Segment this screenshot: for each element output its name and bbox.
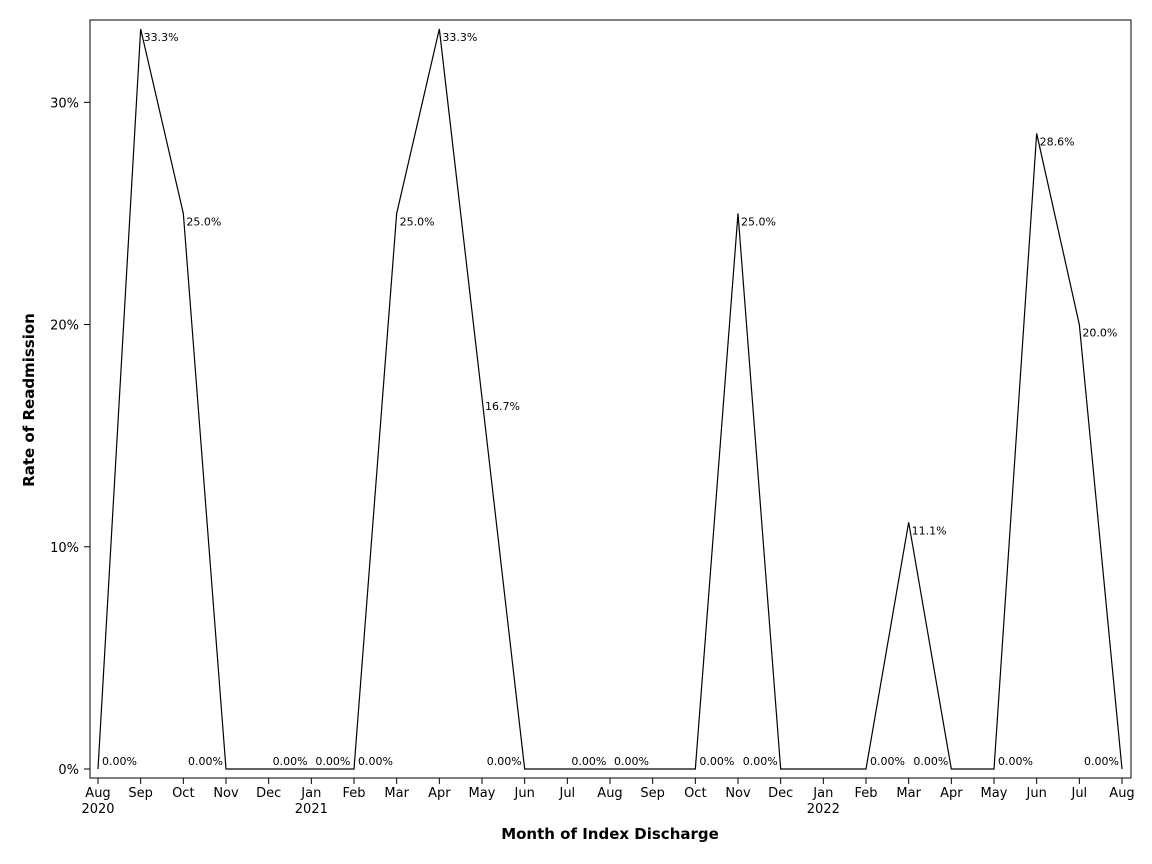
x-tick-label-23: Jul xyxy=(1070,786,1087,801)
data-label-20: 0.00% xyxy=(913,755,948,768)
data-label-16: 0.00% xyxy=(743,755,778,768)
x-axis-title: Month of Index Discharge xyxy=(501,825,719,843)
data-label-9: 16.7% xyxy=(485,400,520,413)
data-label-8: 33.3% xyxy=(442,31,477,44)
x-tick-label-2: Oct xyxy=(172,786,194,801)
data-label-14: 0.00% xyxy=(699,755,734,768)
data-label-12: 0.00% xyxy=(614,755,649,768)
x-tick-year-0: 2020 xyxy=(81,802,114,817)
x-tick-label-10: Jun xyxy=(514,786,535,801)
data-label-18: 0.00% xyxy=(870,755,905,768)
data-label-10: 0.00% xyxy=(487,755,522,768)
data-label-19: 11.1% xyxy=(912,524,947,537)
x-tick-label-14: Oct xyxy=(684,786,706,801)
data-label-22: 28.6% xyxy=(1040,135,1075,148)
data-label-11: 0.00% xyxy=(571,755,606,768)
x-tick-label-18: Feb xyxy=(854,786,877,801)
x-tick-label-9: May xyxy=(469,786,496,801)
y-tick-label-2: 20% xyxy=(50,319,79,334)
data-label-0: 0.00% xyxy=(102,755,137,768)
data-label-23: 20.0% xyxy=(1082,327,1117,340)
x-tick-label-13: Sep xyxy=(640,786,665,801)
y-axis: 0% 10% 20% 30% xyxy=(50,96,90,778)
data-label-15: 25.0% xyxy=(741,215,776,228)
data-label-2: 25.0% xyxy=(186,215,221,228)
x-tick-year-17: 2022 xyxy=(807,802,840,817)
x-tick-label-6: Feb xyxy=(342,786,365,801)
x-tick-label-5: Jan xyxy=(300,786,321,801)
y-tick-label-1: 10% xyxy=(50,541,79,556)
y-axis-title: Rate of Readmission xyxy=(20,313,38,487)
data-label-1: 33.3% xyxy=(144,31,179,44)
x-tick-label-8: Apr xyxy=(428,786,451,801)
x-tick-label-3: Nov xyxy=(213,786,239,801)
plot-frame xyxy=(89,19,1132,779)
data-label-4: 0.00% xyxy=(273,755,308,768)
x-tick-label-4: Dec xyxy=(256,786,281,801)
data-label-5: 0.00% xyxy=(315,755,350,768)
data-labels: 0.00% 33.3% 25.0% 0.00% 0.00% 0.00% 0.00% 25.0%… xyxy=(102,31,1119,768)
x-tick-label-12: Aug xyxy=(597,786,622,801)
x-tick-year-5: 2021 xyxy=(295,802,328,817)
x-tick-label-21: May xyxy=(981,786,1008,801)
data-label-7: 25.0% xyxy=(400,215,435,228)
x-tick-label-11: Jul xyxy=(558,786,575,801)
y-tick-label-3: 30% xyxy=(50,96,79,111)
data-label-3: 0.00% xyxy=(188,755,223,768)
data-label-21: 0.00% xyxy=(998,755,1033,768)
x-tick-label-17: Jan xyxy=(812,786,833,801)
x-tick-label-22: Jun xyxy=(1026,786,1047,801)
x-tick-label-20: Apr xyxy=(940,786,963,801)
data-label-24: 0.00% xyxy=(1084,755,1119,768)
series-line-readmission-rate xyxy=(97,28,1123,770)
x-tick-label-0: Aug xyxy=(85,786,110,801)
x-tick-label-19: Mar xyxy=(896,786,921,801)
x-tick-label-7: Mar xyxy=(384,786,409,801)
data-label-6: 0.00% xyxy=(358,755,393,768)
x-tick-label-1: Sep xyxy=(128,786,153,801)
x-tick-label-24: Aug xyxy=(1109,786,1134,801)
x-tick-label-15: Nov xyxy=(725,786,751,801)
x-tick-label-16: Dec xyxy=(768,786,793,801)
y-tick-label-0: 0% xyxy=(58,763,79,778)
